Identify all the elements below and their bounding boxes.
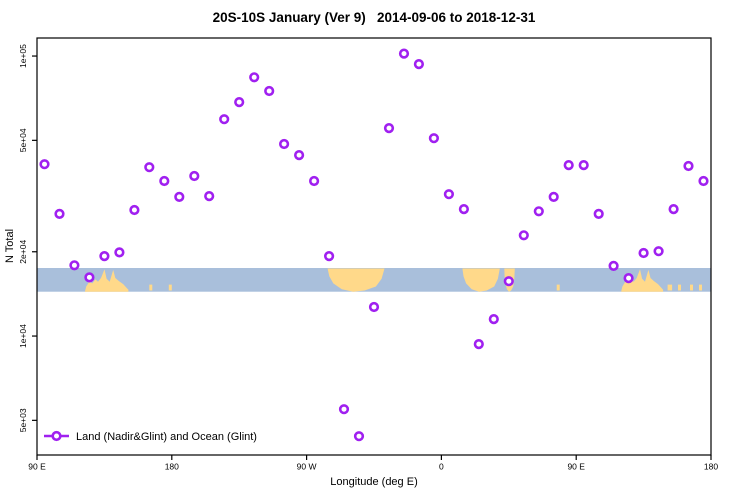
y-tick-label: 1e+05 <box>18 44 28 68</box>
map-land-south-america <box>327 268 385 292</box>
map-land-island <box>667 284 673 291</box>
data-point <box>563 160 574 171</box>
data-point <box>518 230 529 241</box>
legend-label: Land (Nadir&Glint) and Ocean (Glint) <box>76 431 257 443</box>
data-point <box>593 208 604 219</box>
map-land-island <box>556 284 560 291</box>
data-point <box>309 175 320 187</box>
data-point <box>578 160 589 171</box>
data-point <box>54 208 65 219</box>
map-land-island <box>168 284 172 291</box>
data-point <box>488 314 499 325</box>
data-point <box>653 246 664 257</box>
map-land-island <box>678 284 681 291</box>
data-point <box>249 72 260 83</box>
data-point <box>219 114 230 125</box>
data-point <box>129 204 140 216</box>
map-land-island <box>699 284 702 291</box>
data-point <box>503 276 514 287</box>
data-point <box>279 138 290 150</box>
x-tick-label: 180 <box>165 462 179 472</box>
legend-marker <box>51 430 62 442</box>
y-tick-label: 1e+04 <box>18 324 28 348</box>
y-tick-label: 2e+04 <box>18 240 28 264</box>
data-point <box>458 204 470 215</box>
data-point <box>264 85 275 97</box>
map-land-australia-pass2 <box>621 269 664 292</box>
map-land-africa <box>462 268 500 292</box>
data-point <box>683 160 694 172</box>
map-land-australia-pass1 <box>84 269 129 292</box>
x-tick-label: 180 <box>704 462 718 472</box>
data-point <box>413 58 425 70</box>
x-axis-title: Longitude (deg E) <box>330 476 418 488</box>
y-tick-label: 5e+03 <box>18 408 28 432</box>
map-land-island <box>149 284 153 291</box>
data-point <box>668 204 679 215</box>
map-land-island <box>690 284 693 291</box>
data-point <box>294 150 305 161</box>
data-point <box>234 96 245 108</box>
data-point <box>623 273 634 284</box>
data-point <box>39 159 50 170</box>
data-point <box>99 251 110 262</box>
data-point <box>383 123 395 134</box>
data-point <box>324 251 335 262</box>
data-point <box>174 191 185 202</box>
data-point <box>533 206 544 217</box>
x-tick-label: 0 <box>439 462 444 472</box>
data-point <box>473 339 484 350</box>
chart-title: 20S-10S January (Ver 9) 2014-09-06 to 20… <box>212 10 536 25</box>
data-point <box>428 133 440 144</box>
data-point <box>398 48 410 59</box>
data-point <box>338 404 350 415</box>
data-point <box>69 260 80 271</box>
data-point <box>608 260 619 272</box>
data-point <box>368 301 380 313</box>
y-tick-label: 5e+04 <box>18 128 28 152</box>
data-point <box>638 247 649 259</box>
data-point <box>159 175 170 187</box>
data-point <box>114 247 125 258</box>
data-point <box>84 272 95 283</box>
data-point <box>353 431 365 442</box>
data-point <box>189 170 200 182</box>
data-point <box>698 175 709 187</box>
x-tick-label: 90 W <box>297 462 317 472</box>
x-tick-label: 90 E <box>567 462 585 472</box>
x-tick-label: 90 E <box>28 462 46 472</box>
plot-border <box>36 37 712 456</box>
data-point <box>144 162 155 173</box>
data-point <box>204 191 215 202</box>
data-point <box>443 189 455 200</box>
data-point <box>548 191 559 202</box>
